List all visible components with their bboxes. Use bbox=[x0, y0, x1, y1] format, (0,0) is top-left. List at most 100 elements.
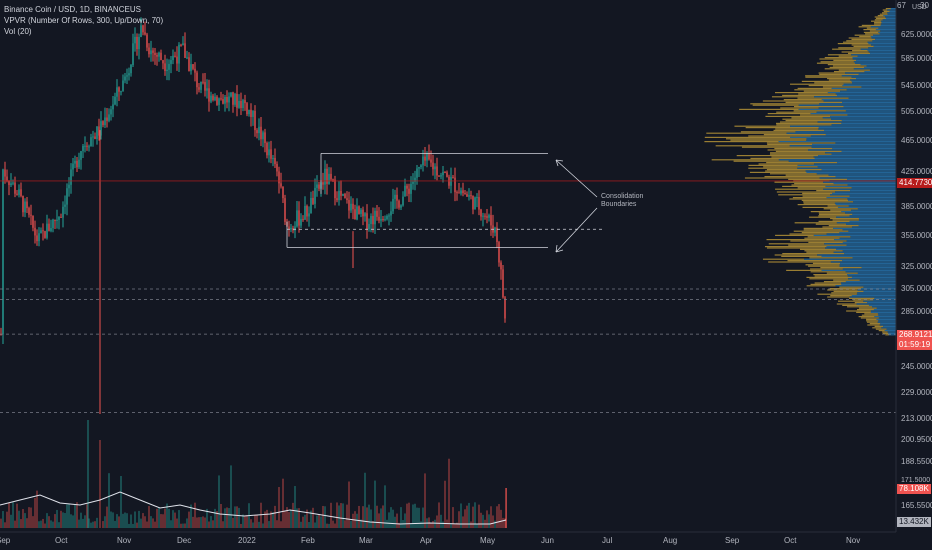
candle-body bbox=[218, 98, 220, 105]
volume-bar bbox=[54, 514, 56, 528]
volume-bar bbox=[118, 516, 120, 528]
profile-row-up bbox=[863, 290, 896, 292]
profile-row-up bbox=[868, 47, 896, 49]
profile-row-up bbox=[883, 325, 896, 327]
profile-row-down bbox=[877, 15, 884, 17]
volume-bar bbox=[320, 516, 322, 528]
profile-row-down bbox=[851, 38, 876, 40]
candle-body bbox=[378, 216, 380, 221]
profile-row-up bbox=[825, 152, 896, 154]
legend-symbol[interactable]: Binance Coin / USD, 1D, BINANCEUS bbox=[4, 5, 141, 14]
profile-row-up bbox=[822, 117, 896, 119]
candle-body bbox=[254, 110, 256, 131]
profile-row-down bbox=[864, 313, 878, 315]
countdown-tag: 01:59:19 bbox=[897, 340, 932, 350]
volume-bar bbox=[270, 511, 272, 528]
profile-row-up bbox=[849, 195, 896, 197]
profile-row-down bbox=[875, 17, 886, 19]
volume-bar bbox=[440, 514, 442, 528]
profile-row-down bbox=[748, 164, 798, 166]
profile-row-down bbox=[765, 115, 831, 117]
profile-row-up bbox=[818, 127, 896, 129]
profile-row-down bbox=[885, 334, 889, 336]
candle-body bbox=[456, 192, 458, 194]
candle-body bbox=[298, 210, 300, 226]
profile-row-down bbox=[866, 321, 878, 323]
profile-row-down bbox=[832, 48, 861, 50]
profile-row-up bbox=[888, 332, 896, 334]
candle-body bbox=[276, 163, 278, 172]
candle-body bbox=[268, 149, 270, 156]
candle-body bbox=[388, 215, 390, 217]
profile-row-down bbox=[758, 163, 815, 165]
profile-row-up bbox=[839, 237, 896, 239]
candle-body bbox=[116, 87, 118, 97]
time-tick-label: 2022 bbox=[238, 536, 256, 545]
profile-row-up bbox=[887, 12, 896, 14]
volume-bar bbox=[386, 519, 388, 528]
candle-body bbox=[40, 230, 42, 234]
volume-bar bbox=[28, 507, 30, 528]
candle-body bbox=[410, 183, 412, 194]
candle-body bbox=[70, 169, 72, 185]
candle-body bbox=[48, 223, 50, 231]
profile-row-down bbox=[803, 202, 835, 204]
volume-bar bbox=[346, 504, 348, 528]
consolidation-annotation[interactable]: Consolidation Boundaries bbox=[601, 193, 644, 208]
profile-row-down bbox=[848, 37, 872, 39]
candle-body bbox=[210, 95, 212, 102]
profile-row-up bbox=[826, 246, 896, 248]
profile-row-down bbox=[874, 325, 884, 327]
legend-vpvr[interactable]: VPVR (Number Of Rows, 300, Up/Down, 70) bbox=[4, 16, 164, 25]
profile-row-up bbox=[814, 157, 896, 159]
legend-vol[interactable]: Vol (20) bbox=[4, 27, 32, 36]
candle-body bbox=[110, 109, 112, 115]
profile-row-up bbox=[870, 310, 896, 312]
volume-bar bbox=[316, 515, 318, 528]
profile-row-up bbox=[832, 148, 896, 150]
profile-row-up bbox=[888, 334, 896, 336]
profile-row-down bbox=[776, 122, 842, 124]
profile-row-up bbox=[885, 17, 896, 19]
volume-bar bbox=[130, 514, 132, 528]
volume-bar bbox=[160, 514, 162, 528]
candle-body bbox=[34, 227, 36, 236]
candles bbox=[0, 17, 506, 414]
candle-body bbox=[256, 130, 258, 134]
profile-row-down bbox=[785, 101, 843, 103]
profile-row-up bbox=[846, 89, 896, 91]
profile-row-down bbox=[814, 275, 848, 277]
volume-bar bbox=[374, 480, 376, 528]
profile-row-down bbox=[874, 19, 883, 21]
volume-bar bbox=[394, 516, 396, 528]
profile-row-up bbox=[830, 261, 896, 263]
volume-bar bbox=[20, 519, 22, 528]
candle-body bbox=[454, 177, 456, 193]
profile-row-up bbox=[818, 128, 896, 130]
profile-row-down bbox=[764, 246, 827, 248]
volume-bar bbox=[294, 486, 296, 528]
profile-row-down bbox=[769, 153, 832, 155]
candle-body bbox=[252, 110, 254, 117]
profile-row-up bbox=[834, 202, 896, 204]
candle-body bbox=[486, 216, 488, 218]
candle-body bbox=[24, 201, 26, 213]
candle-body bbox=[14, 182, 16, 194]
profile-row-down bbox=[801, 80, 852, 82]
candle-body bbox=[502, 269, 504, 298]
candle-body bbox=[300, 218, 302, 226]
volume-bar bbox=[412, 504, 414, 528]
candle-body bbox=[284, 198, 286, 222]
time-tick-label: Aug bbox=[663, 536, 678, 545]
volume-bar bbox=[220, 503, 222, 528]
candle-body bbox=[476, 197, 478, 199]
profile-row-up bbox=[851, 80, 896, 82]
volume-bar bbox=[162, 514, 164, 528]
volume-bar bbox=[404, 513, 406, 528]
volume-bar bbox=[276, 520, 278, 528]
candle-body bbox=[150, 50, 152, 55]
profile-row-down bbox=[775, 188, 824, 190]
profile-row-up bbox=[881, 327, 896, 329]
profile-row-up bbox=[847, 275, 896, 277]
